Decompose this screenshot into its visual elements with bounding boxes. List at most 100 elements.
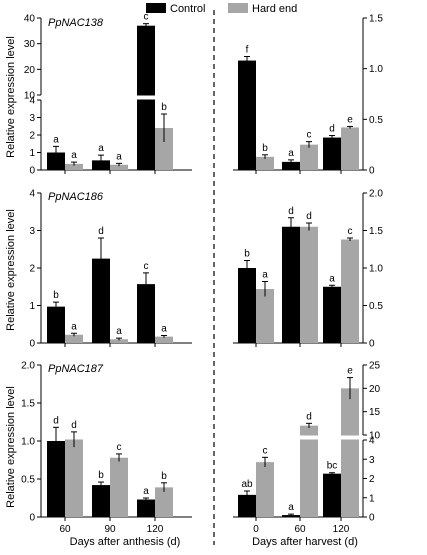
y-tick-label: 4 (29, 96, 35, 107)
y-tick-label: 1.5 (21, 399, 35, 410)
bar-control (92, 485, 110, 517)
significance-letter: b (161, 471, 167, 482)
y-tick-label: 2 (29, 264, 35, 275)
bar-hard-end (300, 425, 318, 517)
y-tick-label: 10 (369, 431, 381, 442)
bar-hard-end (155, 336, 173, 343)
y-tick-label: 0 (369, 339, 375, 350)
significance-letter: a (262, 270, 268, 281)
significance-letter: a (288, 502, 294, 513)
legend-label-hard-end: Hard end (252, 3, 297, 15)
ylabel-row3: Relative expression level (5, 386, 17, 508)
bar-control (238, 494, 256, 517)
y-tick-label: 30 (24, 39, 36, 50)
significance-letter: a (98, 143, 104, 154)
y-tick-label: 20 (369, 384, 381, 395)
y-tick-label: 0 (29, 166, 35, 177)
bar-control (92, 258, 110, 343)
xlabel-harvest: Days after harvest (d) (252, 536, 358, 548)
y-tick-label: 1 (29, 148, 35, 159)
y-tick-label: 20 (24, 65, 36, 76)
chart-panel-row2-right: 0 0.5 1.0 1.5 2.0 b d a a d c (233, 189, 383, 350)
significance-letter: b (262, 143, 268, 154)
y-tick-label: 1 (369, 493, 375, 504)
x-tick-label: 0 (253, 524, 259, 535)
y-tick-label: 2 (369, 474, 375, 485)
x-tick-label: 60 (294, 524, 306, 535)
y-tick-label: 1.5 (369, 226, 383, 237)
ylabel-row1: Relative expression level (5, 36, 17, 158)
y-tick-label: 3 (29, 113, 35, 124)
bar-hard-end (341, 127, 359, 170)
bar-hard-end (155, 128, 173, 170)
bar-control (47, 306, 65, 343)
chart-panel-row1-left: 0 1 2 3 410 20 30 40 a a c a a b (24, 12, 192, 177)
y-tick-label: 3 (369, 455, 375, 466)
bar-hard-end (110, 339, 128, 343)
y-tick-label: 3 (29, 226, 35, 237)
x-tick-label: 90 (104, 524, 116, 535)
x-tick-label: 120 (147, 524, 164, 535)
significance-letter: a (143, 486, 149, 497)
y-tick-label: 0 (29, 339, 35, 350)
significance-letter: b (53, 290, 59, 301)
significance-letter: c (307, 130, 312, 141)
bar-hard-end (256, 289, 274, 343)
y-tick-label: 25 (369, 361, 381, 372)
y-tick-label: 1.0 (369, 64, 383, 75)
y-tick-label: 4 (369, 436, 375, 447)
legend-label-control: Control (170, 3, 205, 15)
y-tick-label: 0.5 (369, 301, 383, 312)
significance-letter: d (98, 226, 104, 237)
x-tick-label: 60 (59, 524, 71, 535)
bar-hard-end (65, 334, 83, 343)
bar-hard-end (256, 462, 274, 517)
y-tick-label: 15 (369, 407, 381, 418)
x-tick-label: 120 (333, 524, 350, 535)
significance-letter: d (53, 415, 59, 426)
bar-control (238, 268, 256, 343)
bar-control (137, 499, 155, 517)
significance-letter: c (348, 226, 353, 237)
y-tick-label: 0.5 (369, 115, 383, 126)
significance-letter: b (244, 249, 250, 260)
y-tick-label: 0 (29, 513, 35, 524)
significance-letter: a (71, 321, 77, 332)
significance-letter: a (329, 273, 335, 284)
y-tick-label: 2.0 (21, 361, 35, 372)
bar-control (47, 152, 65, 170)
gene-label-pnac138: PpNAC138 (48, 17, 104, 29)
significance-letter: d (306, 411, 312, 422)
significance-letter: d (288, 206, 294, 217)
y-tick-label: 0 (369, 513, 375, 524)
axis-break-gap (234, 435, 363, 440)
significance-letter: a (161, 324, 167, 335)
bar-control (238, 60, 256, 171)
significance-letter: bc (327, 461, 338, 472)
significance-letter: c (263, 445, 268, 456)
significance-letter: a (288, 148, 294, 159)
y-tick-label: 2 (29, 131, 35, 142)
significance-letter: a (116, 151, 122, 162)
y-tick-label: 40 (24, 14, 36, 25)
bar-hard-end (256, 156, 274, 170)
chart-panel-row3-right: 0 1 2 3 410 15 20 25 0 60 120 ab a bc c d e (233, 361, 381, 535)
y-tick-label: 10 (24, 91, 36, 102)
bar-hard-end (65, 439, 83, 517)
legend-swatch-hard-end (228, 3, 248, 13)
bar-control (323, 137, 341, 170)
y-tick-label: 0 (369, 166, 375, 177)
significance-letter: a (53, 134, 59, 145)
bar-hard-end (300, 144, 318, 170)
bar-control (323, 286, 341, 343)
significance-letter: b (98, 470, 104, 481)
bar-hard-end (65, 163, 83, 170)
bar-hard-end (341, 388, 359, 517)
bar-hard-end (300, 226, 318, 343)
gene-label-pnac186: PpNAC186 (48, 191, 104, 203)
significance-letter: a (71, 150, 77, 161)
bar-hard-end (110, 457, 128, 517)
significance-letter: b (161, 102, 167, 113)
significance-letter: e (347, 366, 353, 377)
